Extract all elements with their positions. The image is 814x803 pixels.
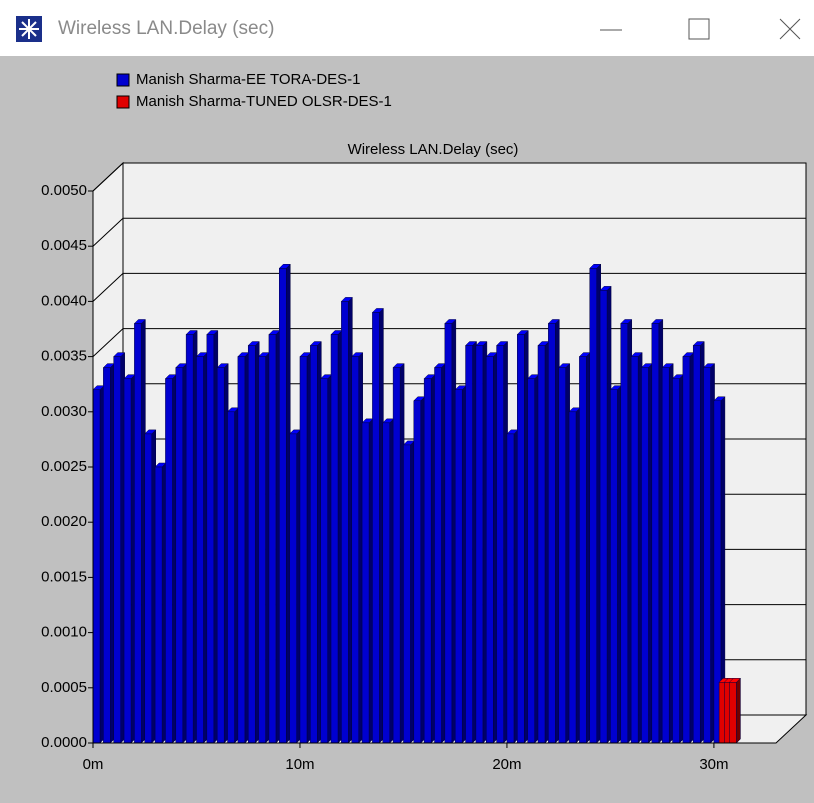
bar: [185, 334, 194, 744]
bar: [154, 466, 163, 744]
legend-label: Manish Sharma-EE TORA-DES-1: [136, 71, 361, 88]
bar: [454, 389, 463, 744]
bar: [330, 334, 339, 744]
bar: [123, 378, 132, 744]
grid-line: [92, 217, 806, 247]
grid-line: [92, 328, 806, 357]
bar: [548, 323, 556, 744]
bar: [165, 378, 173, 744]
bar: [92, 389, 101, 744]
x-tick-label: 0m: [83, 756, 104, 773]
y-tick-label: 0.0000: [41, 734, 87, 751]
bar: [729, 682, 737, 744]
bar: [620, 323, 629, 744]
bar: [247, 345, 256, 744]
bar-side: [736, 677, 741, 744]
bar: [320, 378, 328, 744]
legend-label: Manish Sharma-TUNED OLSR-DES-1: [136, 93, 392, 110]
window-title: Wireless LAN.Delay (sec): [58, 18, 274, 39]
bar: [423, 378, 432, 744]
title-bar: [0, 0, 814, 56]
bar: [134, 323, 142, 744]
bar: [703, 367, 711, 744]
bar: [610, 389, 618, 744]
bar: [175, 367, 184, 744]
bar: [682, 356, 691, 744]
bar: [589, 268, 597, 744]
bar: [341, 301, 349, 744]
bar: [299, 356, 308, 744]
x-tick-label: 10m: [285, 756, 314, 773]
bar: [144, 433, 152, 744]
bar: [351, 356, 359, 744]
bar: [434, 367, 442, 744]
bar: [206, 334, 215, 744]
bar: [413, 400, 422, 744]
bar: [568, 411, 577, 744]
bar: [361, 422, 370, 744]
bar: [506, 433, 515, 744]
chart: 0.0000 0.0005 0.0010 0.0015 0.0020 0.0025 0.00…: [41, 71, 808, 773]
bar: [392, 367, 401, 744]
bar: [258, 356, 266, 744]
y-tick-label: 0.0005: [41, 679, 87, 696]
bar: [599, 290, 608, 744]
bar: [237, 356, 246, 744]
app-icon-star: [19, 19, 39, 39]
y-tick-label: 0.0045: [41, 237, 87, 254]
chart-title: Wireless LAN.Delay (sec): [348, 141, 519, 158]
y-tick-label: 0.0050: [41, 182, 87, 199]
y-tick-label: 0.0035: [41, 348, 87, 365]
bar: [527, 378, 535, 744]
bar: [403, 444, 411, 744]
bar: [661, 367, 670, 744]
bar: [444, 323, 453, 744]
bar: [537, 345, 546, 744]
grid-line: [92, 272, 806, 302]
grid-line: [92, 162, 806, 192]
bar: [196, 356, 204, 744]
bar: [289, 433, 297, 744]
bar: [579, 356, 587, 744]
y-tick-label: 0.0010: [41, 624, 87, 641]
bar: [382, 422, 391, 744]
bar: [216, 367, 225, 744]
bar: [103, 367, 111, 744]
bar: [310, 345, 318, 744]
bar: [485, 356, 494, 744]
bar: [692, 345, 701, 744]
y-tick-label: 0.0020: [41, 513, 87, 530]
y-tick-label: 0.0030: [41, 403, 87, 420]
bar: [113, 356, 121, 744]
bar: [496, 345, 504, 744]
bar: [672, 378, 680, 744]
y-tick-label: 0.0025: [41, 458, 87, 475]
maximize-button[interactable]: [688, 18, 710, 40]
bar: [651, 323, 660, 744]
y-tick-label: 0.0040: [41, 292, 87, 309]
bar: [372, 312, 380, 744]
bar: [558, 367, 566, 744]
x-tick-label: 30m: [699, 756, 728, 773]
bar: [268, 334, 277, 744]
close-button[interactable]: [779, 18, 801, 40]
bar: [517, 334, 525, 744]
bar: [641, 367, 649, 744]
bar: [227, 411, 235, 744]
bar: [630, 356, 639, 744]
bar: [465, 345, 473, 744]
legend-swatch: [116, 95, 130, 109]
y-tick-label: 0.0015: [41, 568, 87, 585]
bar: [279, 268, 287, 744]
bar: [475, 345, 484, 744]
x-tick-label: 20m: [492, 756, 521, 773]
legend-swatch: [116, 73, 130, 87]
